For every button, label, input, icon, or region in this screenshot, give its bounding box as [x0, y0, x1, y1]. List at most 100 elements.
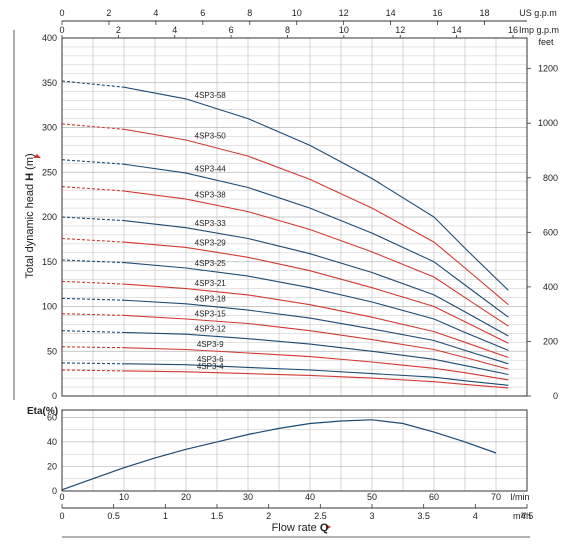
imp-gpm-tick-label: 6: [229, 25, 234, 35]
curve-4SP3-33: [123, 220, 509, 337]
curve-label-4SP3-58: 4SP3-58: [195, 91, 227, 100]
imp-gpm-tick-label: 8: [285, 25, 290, 35]
lmin-tick-label: 60: [429, 492, 439, 502]
lmin-tick-label: 30: [243, 492, 253, 502]
curve-dashed-4SP3-12: [61, 330, 125, 334]
x-axis-arrow-icon: [326, 524, 331, 530]
lmin-unit-label: l/min: [510, 492, 529, 502]
eta-label: Eta(%): [27, 406, 58, 417]
lmin-tick-label: 0: [59, 492, 64, 502]
curve-4SP3-21: [123, 283, 509, 359]
curve-4SP3-44: [123, 163, 509, 318]
curve-dashed-4SP3-25: [61, 259, 125, 264]
curve-4SP3-18: [123, 299, 509, 365]
imp-gpm-tick-label: 4: [172, 25, 177, 35]
y-axis-arrow-icon: [33, 154, 41, 158]
head-tick-label: 200: [42, 212, 57, 222]
head-tick-label: 300: [42, 123, 57, 133]
us-gpm-tick-label: 12: [339, 8, 349, 18]
m3h-tick-label: 4: [473, 511, 478, 521]
curve-label-4SP3-15: 4SP3-15: [195, 309, 227, 318]
curve-label-4SP3-9: 4SP3-9: [197, 340, 224, 349]
curve-dashed-4SP3-50: [61, 123, 125, 130]
y-axis-title-symbol: H: [24, 173, 36, 181]
eta-tick-label: 60: [47, 412, 57, 422]
curve-label-4SP3-50: 4SP3-50: [195, 132, 227, 141]
curve-label-4SP3-44: 4SP3-44: [195, 165, 227, 174]
head-tick-label: 250: [42, 167, 57, 177]
curve-dashed-4SP3-29: [61, 237, 125, 243]
us-gpm-tick-label: 8: [247, 8, 252, 18]
curve-4SP3-29: [123, 241, 509, 344]
feet-tick-label: 0: [553, 391, 558, 401]
curve-dashed-4SP3-33: [61, 216, 125, 222]
lmin-tick-label: 20: [181, 492, 191, 502]
eta-tick-label: 20: [47, 461, 57, 471]
curve-4SP3-4: [123, 370, 509, 389]
imp-gpm-label: Imp g.p.m: [519, 25, 559, 35]
lmin-tick-label: 10: [119, 492, 129, 502]
us-gpm-tick-label: 16: [433, 8, 443, 18]
grid: [61, 37, 527, 492]
y-axis-title-unit: (m): [24, 153, 36, 173]
curve-label-4SP3-12: 4SP3-12: [195, 325, 227, 334]
us-gpm-tick-label: 6: [200, 8, 205, 18]
curve-4SP3-50: [123, 128, 509, 306]
m3h-tick-label: 4.5: [521, 511, 534, 521]
lmin-tick-label: 70: [491, 492, 501, 502]
curve-4SP3-38: [123, 190, 509, 327]
x-axis-title-prefix: Flow rate: [272, 522, 320, 534]
us-gpm-tick-label: 0: [59, 8, 64, 18]
feet-label: feet: [538, 37, 554, 47]
imp-gpm-tick-label: 12: [395, 25, 405, 35]
curve-label-4SP3-25: 4SP3-25: [195, 259, 227, 268]
feet-tick-label: 200: [543, 336, 558, 346]
imp-gpm-tick-label: 14: [452, 25, 462, 35]
imp-gpm-tick-label: 2: [116, 25, 121, 35]
feet-tick-label: 1200: [538, 64, 558, 74]
curve-4SP3-12: [123, 331, 509, 376]
x-axis-title-symbol: Q: [320, 522, 329, 534]
curve-4SP3-15: [123, 314, 509, 370]
m3h-unit-label: m³/h: [513, 511, 531, 521]
feet-tick-label: 800: [543, 173, 558, 183]
head-tick-label: 350: [42, 78, 57, 88]
curve-dashed-4SP3-15: [61, 313, 125, 316]
curve-dashed-4SP3-21: [61, 280, 125, 285]
curve-label-4SP3-29: 4SP3-29: [195, 238, 227, 247]
m3h-tick-label: 2.5: [314, 511, 327, 521]
curve-4SP3-9: [123, 347, 509, 381]
us-gpm-tick-label: 4: [153, 8, 158, 18]
m3h-tick-label: 3.5: [417, 511, 430, 521]
curve-4SP3-6: [123, 363, 509, 386]
feet-tick-label: 600: [543, 227, 558, 237]
imp-gpm-tick-label: 10: [339, 25, 349, 35]
curve-label-4SP3-6: 4SP3-6: [197, 355, 224, 364]
head-tick-label: 100: [42, 302, 57, 312]
us-gpm-tick-label: 14: [386, 8, 396, 18]
m3h-tick-label: 2: [266, 511, 271, 521]
curve-dashed-4SP3-58: [61, 80, 125, 88]
curve-4SP3-25: [123, 262, 509, 351]
eta-plot-frame: [61, 409, 528, 492]
labels: US g.p.m Imp g.p.m feet Eta(%) l/min m³/…: [24, 8, 559, 534]
curve-label-4SP3-38: 4SP3-38: [195, 190, 227, 199]
head-tick-label: 50: [47, 346, 57, 356]
feet-tick-label: 1000: [538, 118, 558, 128]
curve-label-4SP3-33: 4SP3-33: [195, 219, 227, 228]
imp-gpm-tick-label: 16: [508, 25, 518, 35]
y-axis-title: Total dynamic head H (m): [24, 153, 36, 278]
curves: [61, 80, 509, 491]
us-gpm-tick-label: 18: [479, 8, 489, 18]
efficiency-curve: [61, 419, 497, 491]
head-tick-label: 150: [42, 257, 57, 267]
curve-label-4SP3-18: 4SP3-18: [195, 294, 227, 303]
axes: [13, 20, 531, 538]
us-gpm-tick-label: 2: [106, 8, 111, 18]
m3h-tick-label: 0: [59, 511, 64, 521]
curve-dashed-4SP3-6: [61, 362, 125, 365]
feet-tick-label: 400: [543, 282, 558, 292]
curve-dashed-4SP3-44: [61, 159, 125, 165]
curve-dashed-4SP3-18: [61, 297, 125, 301]
